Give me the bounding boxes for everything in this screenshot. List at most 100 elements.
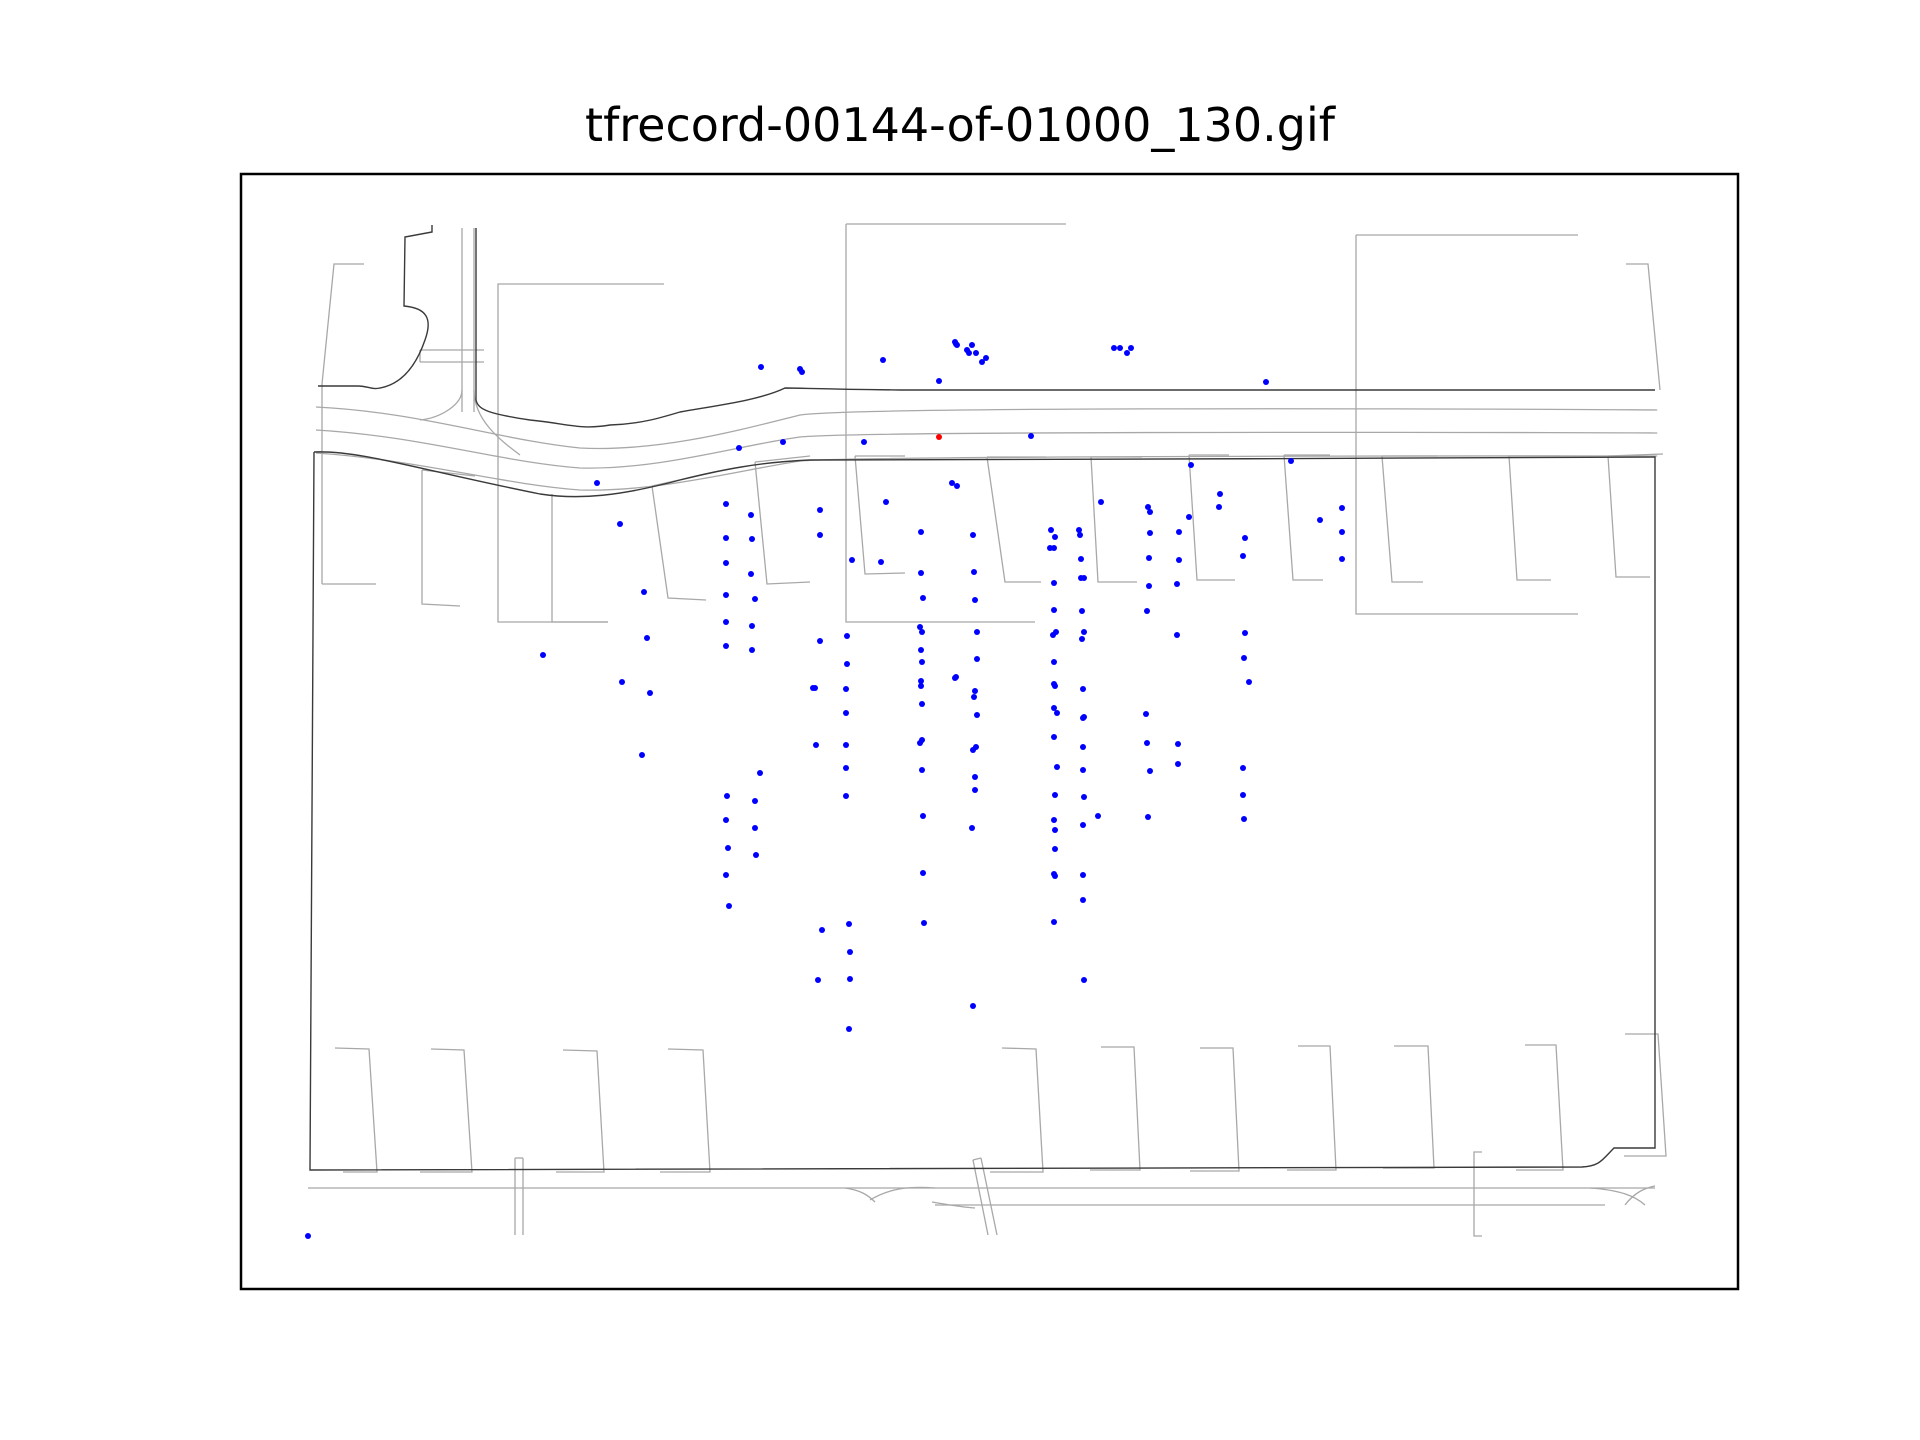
agent-point <box>1052 534 1058 540</box>
agent-point <box>1051 734 1057 740</box>
agent-point <box>749 647 755 653</box>
agent-point <box>1051 545 1057 551</box>
agent-point <box>817 532 823 538</box>
agent-point <box>1052 792 1058 798</box>
ego-layer <box>936 434 942 440</box>
agent-point <box>723 619 729 625</box>
agent-point <box>817 638 823 644</box>
agent-point <box>843 765 849 771</box>
agent-point <box>843 742 849 748</box>
agent-point <box>983 355 989 361</box>
agent-point <box>843 686 849 692</box>
agent-point <box>1240 553 1246 559</box>
agent-point <box>1175 741 1181 747</box>
agent-point <box>1186 514 1192 520</box>
agent-point <box>1078 556 1084 562</box>
agent-point <box>799 369 805 375</box>
agent-point <box>723 872 729 878</box>
agent-point <box>1080 822 1086 828</box>
agent-point <box>1146 555 1152 561</box>
agent-point <box>723 535 729 541</box>
agent-point <box>1051 659 1057 665</box>
agent-point <box>1240 792 1246 798</box>
agent-point <box>724 793 730 799</box>
agent-point <box>919 701 925 707</box>
agent-point <box>1146 583 1152 589</box>
agent-point <box>846 921 852 927</box>
agent-point <box>970 747 976 753</box>
ego-vehicle-point <box>936 434 942 440</box>
agent-point <box>810 685 816 691</box>
agent-point <box>1288 458 1294 464</box>
agent-point <box>748 512 754 518</box>
plot-frame <box>239 172 1740 1291</box>
agent-point <box>973 350 979 356</box>
agent-point <box>1147 530 1153 536</box>
agent-point <box>846 1026 852 1032</box>
agent-point <box>758 364 764 370</box>
agent-point <box>1051 817 1057 823</box>
agent-point <box>843 710 849 716</box>
agent-point <box>725 845 731 851</box>
lane-lines <box>308 223 1667 1237</box>
agent-point <box>723 592 729 598</box>
agent-point <box>305 1233 311 1239</box>
agent-point <box>617 521 623 527</box>
agent-point <box>970 1003 976 1009</box>
agent-point <box>918 647 924 653</box>
agent-point <box>813 742 819 748</box>
agent-point <box>952 339 958 345</box>
agent-point <box>920 813 926 819</box>
agent-point <box>736 445 742 451</box>
agent-point <box>1051 681 1057 687</box>
agent-point <box>861 439 867 445</box>
agent-point <box>969 342 975 348</box>
agent-point <box>920 870 926 876</box>
agent-point <box>1216 504 1222 510</box>
agent-point <box>918 683 924 689</box>
agent-point <box>1144 740 1150 746</box>
agent-point <box>1081 794 1087 800</box>
agent-point <box>1174 581 1180 587</box>
agent-point <box>1117 345 1123 351</box>
agent-point <box>1241 655 1247 661</box>
agent-point <box>619 679 625 685</box>
agent-point <box>1028 433 1034 439</box>
agent-point <box>723 817 729 823</box>
agent-point <box>972 597 978 603</box>
agent-point <box>979 359 985 365</box>
agent-point <box>1052 846 1058 852</box>
agent-point <box>970 532 976 538</box>
agent-point <box>1339 529 1345 535</box>
agent-point <box>1176 529 1182 535</box>
agent-point <box>974 656 980 662</box>
agent-point <box>880 357 886 363</box>
agent-point <box>952 675 958 681</box>
agent-point <box>1051 705 1057 711</box>
agent-point <box>919 767 925 773</box>
agent-point <box>969 825 975 831</box>
agent-point <box>1174 632 1180 638</box>
agent-point <box>723 501 729 507</box>
agent-point <box>843 793 849 799</box>
agent-point <box>920 595 926 601</box>
agent-point <box>921 920 927 926</box>
agent-point <box>883 499 889 505</box>
agent-point <box>919 659 925 665</box>
agent-point <box>748 571 754 577</box>
agent-point <box>1339 556 1345 562</box>
agent-point <box>1143 711 1149 717</box>
agent-point <box>1145 814 1151 820</box>
agents-layer <box>305 339 1345 1239</box>
agent-point <box>971 569 977 575</box>
agent-point <box>723 643 729 649</box>
agent-point <box>1217 491 1223 497</box>
agent-point <box>647 690 653 696</box>
agent-point <box>815 977 821 983</box>
agent-point <box>844 633 850 639</box>
agent-point <box>1147 509 1153 515</box>
agent-point <box>918 529 924 535</box>
agent-point <box>1077 532 1083 538</box>
figure-title: tfrecord-00144-of-01000_130.gif <box>585 98 1335 152</box>
